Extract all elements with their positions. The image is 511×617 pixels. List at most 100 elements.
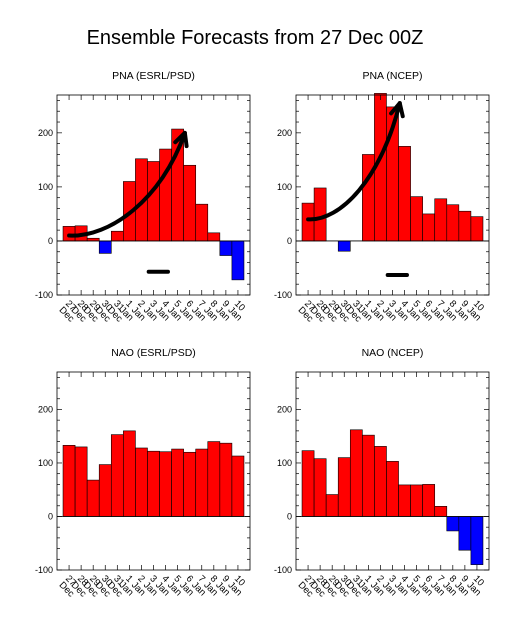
bar-6-jan bbox=[422, 484, 436, 517]
bar-28-dec bbox=[74, 446, 88, 517]
panel-title: NAO (NCEP) bbox=[362, 347, 424, 359]
x-tick-label-day: 4 bbox=[159, 573, 171, 585]
bar-7-jan bbox=[434, 198, 448, 242]
x-tick-label-day: 8 bbox=[208, 573, 220, 585]
y-tick-label: 100 bbox=[277, 458, 292, 468]
y-tick-label: 0 bbox=[287, 511, 292, 521]
x-tick-label-day: 3 bbox=[386, 573, 398, 585]
bar-27-dec bbox=[62, 445, 76, 517]
panel-title: PNA (ESRL/PSD) bbox=[112, 70, 195, 82]
bar-10-jan bbox=[470, 216, 484, 242]
chart-panel-2: PNA (NCEP)-100010020027Dec28Dec29Dec30De… bbox=[274, 70, 490, 325]
bar-31-dec bbox=[349, 429, 363, 517]
x-tick-label-day: 6 bbox=[423, 573, 435, 585]
x-tick-label-day: 6 bbox=[184, 298, 196, 310]
x-tick-label-day: 1 bbox=[123, 573, 135, 585]
y-tick-label: 0 bbox=[48, 236, 53, 246]
y-tick-label: 0 bbox=[287, 236, 292, 246]
x-tick-label-day: 9 bbox=[220, 298, 232, 310]
bar-27-dec bbox=[301, 450, 315, 517]
chart-panel-3: NAO (ESRL/PSD)-100010020027Dec28Dec29Dec… bbox=[35, 347, 251, 600]
x-tick-label-day: 5 bbox=[172, 298, 184, 310]
bar-2-jan bbox=[374, 446, 387, 517]
y-tick-label: 0 bbox=[48, 511, 53, 521]
bar-27-dec bbox=[301, 202, 315, 242]
bar-5-jan bbox=[410, 484, 423, 517]
x-tick-label-day: 6 bbox=[184, 573, 196, 585]
x-tick-label-day: 7 bbox=[196, 573, 208, 585]
bar-9-jan bbox=[458, 516, 472, 551]
bar-6-jan bbox=[183, 164, 197, 242]
bar-8-jan bbox=[446, 204, 460, 242]
y-tick-label: 200 bbox=[277, 128, 292, 138]
bar-8-jan bbox=[207, 232, 221, 242]
x-tick-label-day: 5 bbox=[411, 573, 423, 585]
bar-10-jan bbox=[231, 455, 245, 517]
bar-2-jan bbox=[135, 447, 148, 517]
bar-30-dec bbox=[98, 240, 112, 254]
chart-panel-1: PNA (ESRL/PSD)-100010020027Dec28Dec29Dec… bbox=[35, 70, 251, 325]
bar-9-jan bbox=[219, 240, 233, 256]
bar-30-dec bbox=[337, 240, 351, 252]
bar-7-jan bbox=[195, 448, 209, 517]
x-tick-label-day: 7 bbox=[435, 298, 447, 310]
bar-3-jan bbox=[386, 461, 399, 517]
bar-4-jan bbox=[159, 451, 172, 517]
bar-1-jan bbox=[362, 154, 375, 242]
bar-3-jan bbox=[147, 450, 160, 517]
bar-6-jan bbox=[183, 451, 197, 517]
bar-7-jan bbox=[195, 203, 209, 242]
x-tick-label-day: 2 bbox=[374, 573, 386, 585]
bar-7-jan bbox=[434, 506, 448, 517]
bar-4-jan bbox=[398, 484, 411, 517]
bar-10-jan bbox=[470, 516, 484, 565]
x-tick-label-day: 7 bbox=[196, 298, 208, 310]
annotation-arrow bbox=[67, 130, 187, 238]
x-tick-label-day: 5 bbox=[411, 298, 423, 310]
y-tick-label: -100 bbox=[35, 565, 53, 575]
bar-31-dec bbox=[110, 434, 124, 517]
x-tick-label-day: 3 bbox=[147, 573, 159, 585]
bar-29-dec bbox=[86, 479, 100, 517]
annotation-arrow bbox=[306, 101, 402, 222]
y-tick-label: 200 bbox=[38, 404, 53, 414]
bar-29-dec bbox=[325, 494, 339, 517]
bar-9-jan bbox=[219, 442, 233, 517]
x-tick-label-day: 9 bbox=[220, 573, 232, 585]
x-tick-label-day: 5 bbox=[172, 573, 184, 585]
figure-title: Ensemble Forecasts from 27 Dec 00Z bbox=[87, 27, 424, 49]
bar-4-jan bbox=[398, 146, 411, 242]
bar-30-dec bbox=[337, 457, 351, 517]
bar-8-jan bbox=[446, 516, 460, 532]
annotation-arrowhead bbox=[389, 101, 405, 119]
bar-29-dec bbox=[86, 237, 100, 242]
x-tick-label-day: 4 bbox=[159, 298, 171, 310]
bar-1-jan bbox=[123, 430, 136, 517]
x-tick-label-day: 8 bbox=[447, 573, 459, 585]
x-tick-label-day: 3 bbox=[386, 298, 398, 310]
y-tick-label: -100 bbox=[35, 290, 53, 300]
y-tick-label: 200 bbox=[38, 128, 53, 138]
bar-28-dec bbox=[313, 187, 327, 242]
x-tick-label-day: 3 bbox=[147, 298, 159, 310]
x-tick-label-day: 1 bbox=[123, 298, 135, 310]
bar-5-jan bbox=[410, 196, 423, 242]
x-tick-label-day: 4 bbox=[398, 573, 410, 585]
bar-30-dec bbox=[98, 464, 112, 517]
x-tick-label-day: 4 bbox=[398, 298, 410, 310]
bar-5-jan bbox=[171, 448, 184, 517]
y-tick-label: 100 bbox=[277, 182, 292, 192]
bar-9-jan bbox=[458, 210, 472, 242]
x-tick-label-day: 2 bbox=[135, 573, 147, 585]
bar-3-jan bbox=[147, 161, 160, 242]
y-tick-label: 100 bbox=[38, 458, 53, 468]
panels: PNA (ESRL/PSD)-100010020027Dec28Dec29Dec… bbox=[35, 70, 490, 600]
y-tick-label: 200 bbox=[277, 404, 292, 414]
x-tick-label-day: 6 bbox=[423, 298, 435, 310]
x-tick-label-day: 2 bbox=[135, 298, 147, 310]
x-tick-label-day: 9 bbox=[459, 573, 471, 585]
panel-title: NAO (ESRL/PSD) bbox=[111, 347, 196, 359]
y-tick-label: -100 bbox=[274, 565, 292, 575]
panel-title: PNA (NCEP) bbox=[362, 70, 422, 82]
chart-panel-4: NAO (NCEP)-100010020027Dec28Dec29Dec30De… bbox=[274, 347, 490, 600]
